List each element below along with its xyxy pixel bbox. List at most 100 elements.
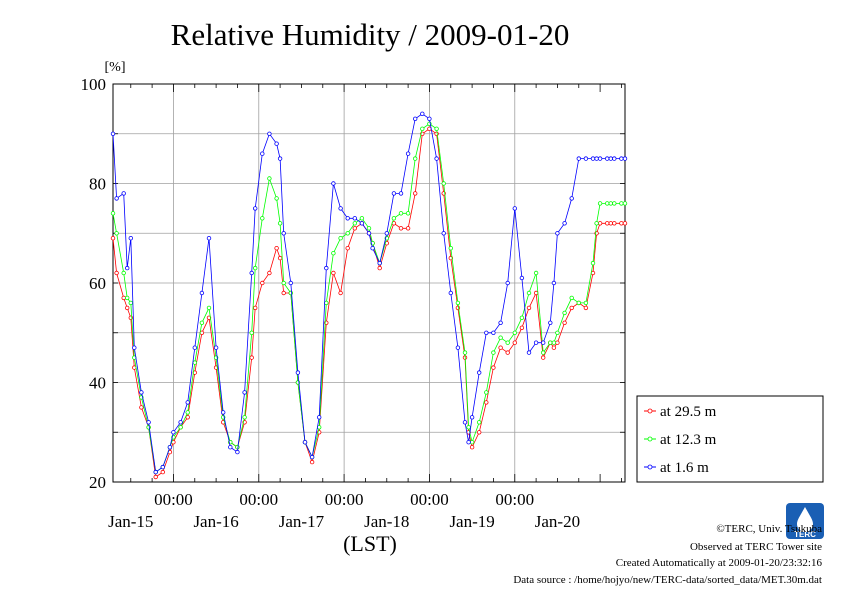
data-point <box>192 360 197 365</box>
data-point <box>526 305 532 311</box>
data-point <box>171 430 176 435</box>
data-point <box>281 280 286 286</box>
plot-grid <box>113 83 625 483</box>
terc-logo-text: TERC <box>794 530 816 539</box>
data-point <box>491 330 496 335</box>
data-point <box>491 350 496 355</box>
data-point <box>153 469 158 475</box>
data-point <box>277 156 283 161</box>
data-point <box>548 340 553 345</box>
chart-title: Relative Humidity / 2009-01-20 <box>171 17 570 52</box>
data-point <box>590 156 596 161</box>
y-tick-label: 60 <box>89 274 106 293</box>
x-tick-labels: 00:00 00:00 00:00 00:00 00:00 <box>154 490 534 509</box>
plot-frame <box>112 83 626 483</box>
data-point <box>398 211 404 216</box>
data-point <box>484 400 489 405</box>
data-point <box>370 245 375 251</box>
data-point <box>448 245 453 251</box>
data-point <box>132 345 137 350</box>
data-point <box>331 270 336 276</box>
data-point <box>619 156 624 161</box>
data-point <box>413 191 418 196</box>
data-point <box>441 181 446 186</box>
data-point <box>167 445 173 450</box>
series-line <box>112 123 625 473</box>
data-point <box>267 270 272 276</box>
data-point <box>533 340 539 345</box>
data-point <box>359 221 365 226</box>
data-point <box>309 454 315 460</box>
data-point <box>605 156 610 161</box>
data-point <box>434 126 439 131</box>
data-point <box>512 340 517 345</box>
data-point <box>505 280 510 286</box>
data-point <box>512 206 517 211</box>
data-point <box>608 201 613 206</box>
data-point <box>477 430 482 435</box>
data-point <box>267 131 272 136</box>
data-point <box>317 415 322 420</box>
data-point <box>146 420 151 425</box>
data-point <box>110 235 116 241</box>
data-point <box>128 235 133 241</box>
data-point <box>420 111 425 116</box>
data-point <box>345 216 350 221</box>
data-point <box>484 330 489 335</box>
data-point <box>249 330 254 335</box>
data-point <box>455 300 461 306</box>
data-point <box>178 420 183 425</box>
data-point <box>498 320 503 325</box>
data-point <box>178 425 183 430</box>
data-point <box>533 290 539 296</box>
data-point <box>413 156 418 161</box>
x-day-label: Jan-16 <box>193 512 238 531</box>
data-point <box>281 290 286 296</box>
data-point <box>185 415 190 420</box>
data-point <box>185 400 190 405</box>
data-point <box>597 201 603 206</box>
data-point <box>427 116 432 121</box>
data-point <box>121 191 126 196</box>
data-point <box>366 231 372 236</box>
data-point <box>110 211 116 216</box>
y-axis-unit: [%] <box>105 60 126 75</box>
data-point <box>199 290 205 296</box>
data-point <box>338 290 343 296</box>
data-point <box>345 245 350 251</box>
data-point <box>612 201 617 206</box>
data-point <box>541 340 546 345</box>
y-tick-labels: 20 40 60 80 100 <box>81 75 107 492</box>
x-day-label: Jan-15 <box>108 512 153 531</box>
observed-text: Observed at TERC Tower site <box>690 541 822 553</box>
data-point <box>260 280 265 286</box>
data-point <box>338 206 343 211</box>
data-point <box>469 445 475 450</box>
data-point <box>377 265 382 271</box>
data-point <box>448 290 453 296</box>
data-point <box>505 340 510 345</box>
data-point <box>139 390 144 395</box>
data-point <box>121 295 126 301</box>
data-point <box>110 131 116 136</box>
data-point <box>583 156 589 161</box>
data-point <box>622 201 628 206</box>
data-point <box>331 250 336 256</box>
data-point <box>576 300 581 306</box>
data-point <box>384 231 389 236</box>
data-point <box>526 350 532 355</box>
data-point <box>124 305 130 311</box>
data-point <box>114 231 119 236</box>
data-point <box>619 201 624 206</box>
legend-label: at 12.3 m <box>660 432 717 448</box>
legend-label: at 29.5 m <box>660 404 717 420</box>
data-point <box>477 370 482 375</box>
source-text: Data source : /home/hojyo/new/TERC-data/… <box>513 574 822 586</box>
data-point <box>121 270 126 276</box>
data-point <box>420 126 425 131</box>
data-point <box>555 330 560 335</box>
data-point <box>498 345 503 350</box>
data-point <box>551 345 557 350</box>
data-point <box>562 221 567 226</box>
data-point <box>405 211 411 216</box>
